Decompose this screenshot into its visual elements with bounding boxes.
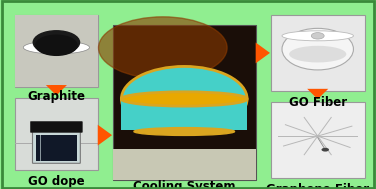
Polygon shape <box>256 43 270 63</box>
Bar <box>51 85 62 87</box>
Bar <box>15 15 98 87</box>
Bar <box>256 50 258 56</box>
Polygon shape <box>98 125 112 146</box>
Ellipse shape <box>99 17 227 79</box>
Ellipse shape <box>121 66 247 132</box>
Bar <box>121 99 136 130</box>
Circle shape <box>321 148 329 152</box>
Polygon shape <box>307 89 328 99</box>
Ellipse shape <box>121 92 247 106</box>
Ellipse shape <box>282 31 353 41</box>
Text: GO Fiber: GO Fiber <box>289 96 347 109</box>
Bar <box>271 102 365 178</box>
Circle shape <box>33 31 80 54</box>
Circle shape <box>311 33 324 39</box>
Bar <box>98 132 100 138</box>
Text: Graphene Fiber: Graphene Fiber <box>266 183 369 189</box>
Text: Graphite: Graphite <box>27 90 85 103</box>
Bar <box>312 89 323 91</box>
Text: GO dope: GO dope <box>28 175 85 188</box>
Polygon shape <box>46 85 67 95</box>
Text: Cooling System: Cooling System <box>133 180 235 189</box>
FancyBboxPatch shape <box>32 123 80 163</box>
Ellipse shape <box>23 41 89 54</box>
Bar <box>271 15 365 91</box>
Ellipse shape <box>36 35 77 55</box>
Bar <box>233 99 247 130</box>
Bar <box>121 99 247 130</box>
Ellipse shape <box>282 28 353 70</box>
Bar <box>15 98 98 170</box>
Ellipse shape <box>289 46 346 62</box>
Bar <box>113 25 256 180</box>
FancyBboxPatch shape <box>30 122 82 132</box>
Ellipse shape <box>134 128 235 135</box>
Bar <box>15 15 98 87</box>
Bar <box>36 135 77 161</box>
Bar <box>113 149 256 180</box>
